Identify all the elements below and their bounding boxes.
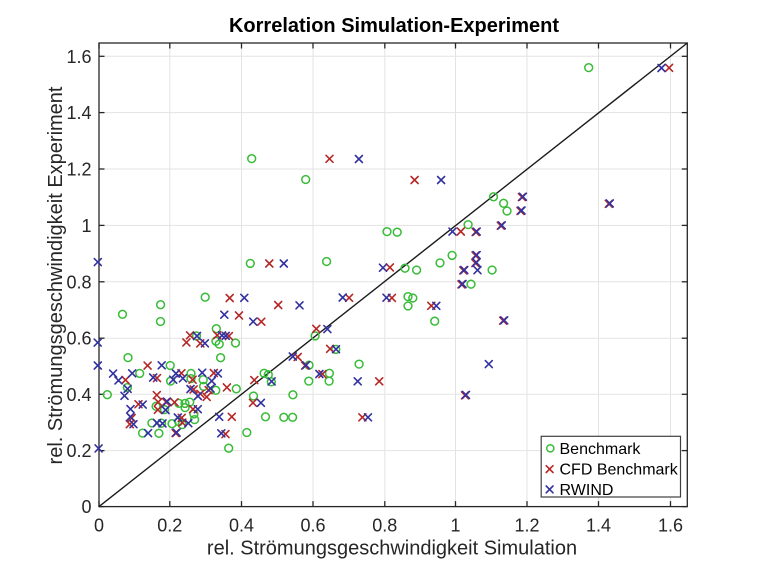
svg-text:1.6: 1.6 — [66, 47, 91, 67]
svg-text:0.6: 0.6 — [300, 515, 325, 535]
svg-text:0.4: 0.4 — [66, 385, 91, 405]
svg-text:0.8: 0.8 — [66, 272, 91, 292]
svg-text:rel. Strömungsgeschwindigkeit: rel. Strömungsgeschwindigkeit Simulation — [207, 538, 577, 560]
svg-text:RWIND: RWIND — [560, 482, 614, 499]
svg-text:0.2: 0.2 — [157, 515, 182, 535]
svg-text:0.8: 0.8 — [372, 515, 397, 535]
svg-text:CFD Benchmark: CFD Benchmark — [560, 462, 679, 479]
svg-text:1: 1 — [81, 216, 91, 236]
svg-text:0: 0 — [94, 515, 104, 535]
svg-text:1: 1 — [450, 515, 460, 535]
svg-text:0.4: 0.4 — [229, 515, 254, 535]
svg-text:rel. Strömungsgeschwindigkeit: rel. Strömungsgeschwindigkeit Experiment — [45, 86, 67, 464]
svg-text:0.6: 0.6 — [66, 329, 91, 349]
svg-text:Korrelation Simulation-Experim: Korrelation Simulation-Experiment — [229, 15, 559, 37]
svg-text:0.2: 0.2 — [66, 441, 91, 461]
svg-text:Benchmark: Benchmark — [560, 441, 642, 458]
svg-text:1.4: 1.4 — [66, 103, 91, 123]
svg-text:1.6: 1.6 — [658, 515, 683, 535]
svg-text:1.2: 1.2 — [514, 515, 539, 535]
svg-text:1.4: 1.4 — [586, 515, 611, 535]
svg-text:0: 0 — [81, 497, 91, 517]
svg-text:1.2: 1.2 — [66, 160, 91, 180]
